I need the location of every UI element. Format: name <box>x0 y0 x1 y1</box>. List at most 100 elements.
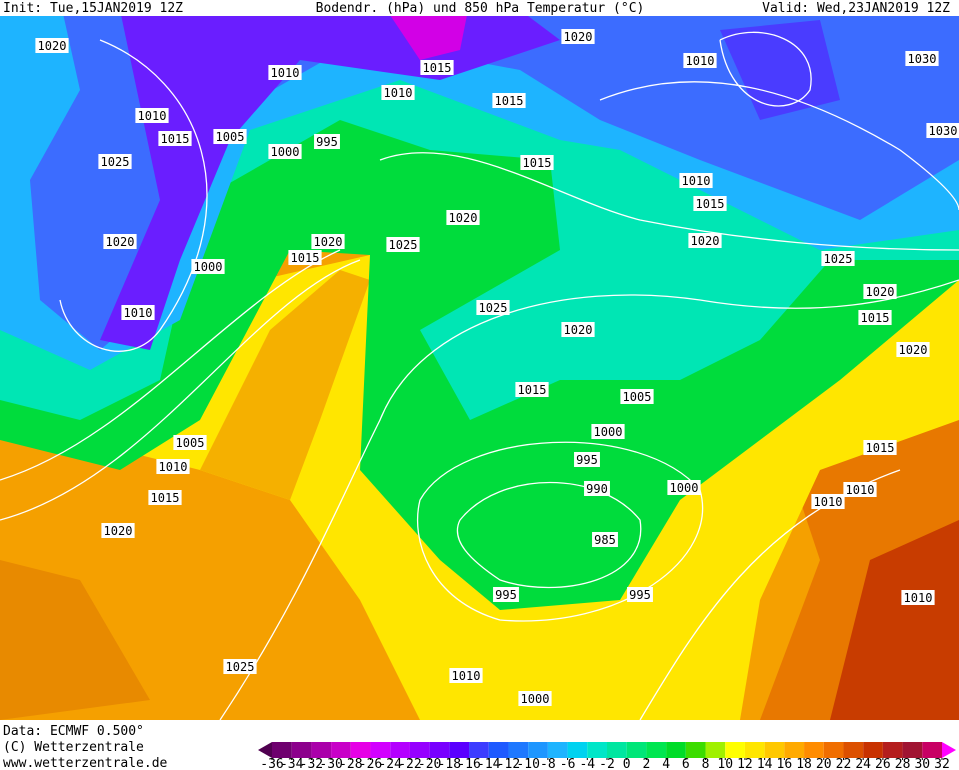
isobar-label: 1015 <box>523 156 552 170</box>
isobar-label-box <box>268 144 302 159</box>
isobar-label: 1015 <box>161 132 190 146</box>
colorbar-tick-label: -16 <box>457 757 480 770</box>
colorbar-swatch <box>350 742 371 758</box>
colorbar-swatch <box>409 742 430 758</box>
colorbar-tick-label: 6 <box>682 757 690 770</box>
map-title: Bodendr. (hPa) und 850 hPa Temperatur (°… <box>316 1 645 16</box>
colorbar-swatch <box>902 742 923 758</box>
isobar-label: 1010 <box>124 306 153 320</box>
colorbar-tick-label: -24 <box>378 757 402 770</box>
isobar-label: 1015 <box>291 251 320 265</box>
isobar-label: 1020 <box>38 39 67 53</box>
isobar-label: 1015 <box>423 61 452 75</box>
colorbar-tick-label: 16 <box>777 757 793 770</box>
isobar-label: 1010 <box>814 495 843 509</box>
colorbar-tick-label: -30 <box>319 757 342 770</box>
colorbar-swatch <box>488 742 509 758</box>
colorbar-low-arrow <box>258 742 272 758</box>
isobar-label-box <box>492 93 526 108</box>
isobar-label: 1020 <box>104 524 133 538</box>
colorbar-swatch <box>547 742 568 758</box>
colorbar-tick-label: -28 <box>339 757 362 770</box>
colorbar: -36-34-32-30-28-26-24-22-20-18-16-14-12-… <box>258 742 956 770</box>
isobar-label: 1015 <box>495 94 524 108</box>
isobar-label-box <box>148 490 182 505</box>
isobar <box>379 151 959 251</box>
colorbar-tick-label: -8 <box>540 757 556 770</box>
colorbar-tick-label: -4 <box>579 757 595 770</box>
colorbar-swatch <box>764 742 785 758</box>
colorbar-tick-label: 26 <box>875 757 891 770</box>
isobar-label: 1005 <box>216 130 245 144</box>
isobar-label: 1025 <box>226 660 255 674</box>
isobar-label-box <box>446 210 480 225</box>
isobar <box>219 279 959 721</box>
isobar-label-box <box>386 237 420 252</box>
colorbar-swatch <box>922 742 942 758</box>
colorbar-tick-label: -26 <box>359 757 382 770</box>
isobar-label: 995 <box>495 588 517 602</box>
colorbar-tick-label: -32 <box>300 757 323 770</box>
colorbar-swatch <box>567 742 588 758</box>
colorbar-swatch <box>804 742 824 758</box>
isobar-label-box <box>561 29 595 44</box>
isobar-label: 1020 <box>106 235 135 249</box>
isobar-label-box <box>515 382 549 397</box>
isobar-label-box <box>627 587 653 602</box>
isobar-label: 1025 <box>389 238 418 252</box>
colorbar-tick-label: -34 <box>280 757 304 770</box>
colorbar-tick-label: -18 <box>438 757 461 770</box>
colorbar-tick-label: 22 <box>836 757 852 770</box>
map: 1020 1010 1015 1020 1010 1030 1010 1015 1005 1000… <box>0 0 959 721</box>
isobar-label: 990 <box>586 482 608 496</box>
copyright: (C) Wetterzentrale <box>3 740 144 755</box>
isobar-label: 1010 <box>686 54 715 68</box>
isobar-label: 1015 <box>861 311 890 325</box>
isobar-label-box <box>905 51 939 66</box>
isobar-label-box <box>103 234 137 249</box>
isobar-label-box <box>381 85 415 100</box>
isobar-label: 1005 <box>623 390 652 404</box>
isobar-label-box <box>693 196 727 211</box>
isobar-label-box <box>821 251 855 266</box>
colorbar-swatch <box>823 742 844 758</box>
isobar-labels: 1020 1010 1015 1020 1010 1030 1010 1015 1005 1000… <box>35 29 959 706</box>
isobar-label: 1030 <box>929 124 958 138</box>
valid-time: Valid: Wed,23JAN2019 12Z <box>762 1 950 16</box>
colorbar-swatch <box>429 742 450 758</box>
colorbar-tick-label: 20 <box>816 757 832 770</box>
colorbar-swatch <box>607 742 627 758</box>
isobar-label: 1020 <box>691 234 720 248</box>
isobar-label-box <box>901 590 935 605</box>
colorbar-high-arrow <box>942 742 956 758</box>
isobar-label: 1020 <box>449 211 478 225</box>
isobar-label-box <box>620 389 654 404</box>
isobar-label: 1020 <box>314 235 343 249</box>
colorbar-tick-label: 4 <box>662 757 670 770</box>
isobar-label-box <box>420 60 454 75</box>
isobar-label: 1020 <box>564 323 593 337</box>
colorbar-swatch <box>587 742 607 758</box>
isobar-label-box <box>35 38 69 53</box>
isobar-label-box <box>858 310 892 325</box>
colorbar-swatch <box>291 742 312 758</box>
colorbar-tick-label: 24 <box>855 757 871 770</box>
colorbar-swatch <box>705 742 726 758</box>
isobar-label: 1010 <box>452 669 481 683</box>
colorbar-swatch <box>331 742 351 758</box>
isobar-label-box <box>191 259 225 274</box>
isobar-label-box <box>574 452 600 467</box>
isobar <box>719 31 812 107</box>
isobar-label: 1020 <box>564 30 593 44</box>
colorbar-swatch <box>685 742 706 758</box>
header-bar <box>0 0 959 16</box>
colorbar-tick-label: -10 <box>516 757 539 770</box>
isobar <box>59 39 208 352</box>
colorbar-swatch <box>528 742 548 758</box>
isobar-label: 995 <box>629 588 651 602</box>
isobar-label-box <box>584 481 610 496</box>
colorbar-swatch <box>626 742 647 758</box>
isobar-label: 1015 <box>151 491 180 505</box>
isobar-label-box <box>268 65 302 80</box>
isobar-label-box <box>101 523 135 538</box>
